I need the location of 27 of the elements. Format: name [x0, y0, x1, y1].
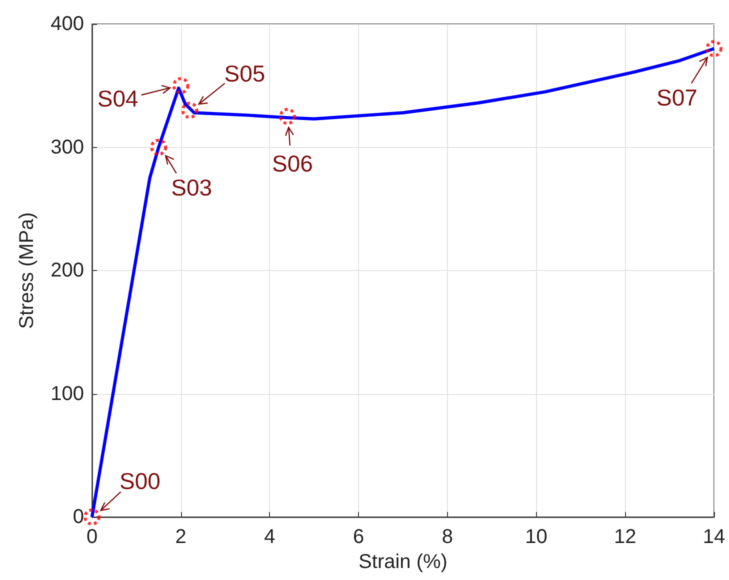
point: [84, 508, 100, 526]
annotation: S04: [97, 86, 139, 112]
y-tick-label: 0: [72, 506, 84, 528]
y-tick-label: 300: [50, 136, 84, 158]
x-tick-label: 4: [264, 526, 276, 548]
point: [706, 40, 722, 58]
x-tick-label: 6: [353, 526, 364, 548]
x-tick-label: 10: [525, 526, 548, 548]
x-tick-label: 8: [442, 526, 453, 548]
y-tick-label: 100: [50, 382, 84, 405]
y-tick-label: 200: [50, 260, 84, 282]
annotation: S07: [656, 84, 698, 111]
annotation: S05: [224, 60, 266, 86]
point: [172, 77, 190, 94]
x-tick-label: 14: [702, 526, 726, 548]
point: [181, 102, 198, 119]
annotation: S06: [272, 150, 313, 176]
y-tick-label: 400: [50, 13, 84, 35]
annotation: S03: [171, 174, 212, 200]
x-tick-label: 2: [175, 526, 186, 548]
point: [279, 108, 296, 125]
x-tick-label: 0: [86, 526, 98, 548]
x-axis-title: Strain (%): [358, 550, 448, 573]
annotation: S00: [120, 468, 160, 494]
x-tick-label: 12: [614, 526, 636, 548]
point: [150, 138, 168, 156]
y-axis-title: Stress (MPa): [16, 212, 38, 329]
